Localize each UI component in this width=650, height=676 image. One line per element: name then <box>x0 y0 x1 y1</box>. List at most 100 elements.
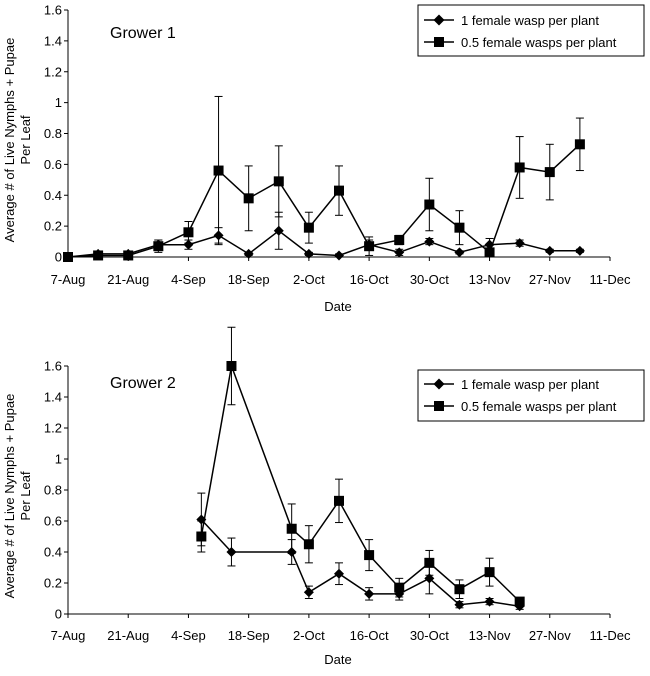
data-point-square <box>454 584 465 595</box>
data-point-square <box>544 167 555 178</box>
series-1 <box>196 492 525 612</box>
x-tick-label: 11-Dec <box>590 628 631 643</box>
data-point-diamond <box>303 248 314 259</box>
data-point-square <box>123 250 134 261</box>
legend-label-series-2: 0.5 female wasps per plant <box>461 35 617 50</box>
data-point-square <box>213 165 224 176</box>
series-line <box>67 143 581 258</box>
y-tick-label: 1.4 <box>44 390 62 405</box>
data-point-square <box>196 531 207 542</box>
data-point-diamond <box>484 596 495 607</box>
data-point-square <box>364 550 375 561</box>
y-tick-label: 1.6 <box>44 3 62 18</box>
y-axis: 0 0.2 0.4 0.6 0.8 1 1.2 1.4 1.6 <box>44 359 69 622</box>
y-tick-label: 0.2 <box>44 219 62 234</box>
series-1 <box>63 211 585 262</box>
data-point-diamond <box>273 225 284 236</box>
x-axis: 7-Aug 21-Aug 4-Sep 18-Sep 2-Oct 16-Oct 30-Oct 1… <box>51 256 631 287</box>
data-point-square <box>394 582 405 593</box>
y-axis-title-line-2: Per Leaf <box>18 115 33 165</box>
data-point-diamond <box>394 247 405 258</box>
x-axis: 7-Aug 21-Aug 4-Sep 18-Sep 2-Oct 16-Oct 30-Oct 1… <box>51 613 631 643</box>
x-tick-label: 27-Nov <box>529 272 571 287</box>
x-axis-title: Date <box>324 299 351 314</box>
series-layer <box>63 95 585 262</box>
x-tick-label: 27-Nov <box>529 628 571 643</box>
data-point-square <box>63 252 73 262</box>
y-tick-label: 0.6 <box>44 514 62 529</box>
y-tick-label: 0.4 <box>44 188 62 203</box>
data-point-square <box>514 596 525 607</box>
legend-label-series-1: 1 female wasp per plant <box>461 13 599 28</box>
y-tick-label: 1.6 <box>44 359 62 374</box>
x-tick-label: 30-Oct <box>410 628 449 643</box>
chart-grower-2: Grower 2 Average # of Live Nymphs + Pupa… <box>2 326 645 667</box>
data-point-diamond <box>226 547 237 557</box>
x-tick-label: 16-Oct <box>350 628 389 643</box>
data-point-diamond <box>334 568 344 579</box>
data-point-square <box>183 227 194 238</box>
legend-box <box>417 369 645 422</box>
data-point-square <box>424 199 435 210</box>
y-tick-label: 0.8 <box>44 126 62 141</box>
series-2 <box>196 326 525 607</box>
data-point-diamond <box>303 587 314 598</box>
data-point-diamond <box>243 248 254 259</box>
x-tick-label: 13-Nov <box>469 628 511 643</box>
legend: 1 female wasp per plant 0.5 female wasps… <box>417 4 645 57</box>
chart-title: Grower 1 <box>110 25 176 42</box>
data-point-square <box>226 361 237 371</box>
y-axis-title-line-2: Per Leaf <box>18 471 33 521</box>
data-point-square <box>484 247 495 258</box>
data-point-square <box>574 139 585 150</box>
data-point-square <box>303 539 314 550</box>
y-tick-label: 1.2 <box>44 421 62 436</box>
data-point-diamond <box>334 250 344 261</box>
data-point-diamond <box>183 239 194 250</box>
data-point-square <box>93 250 104 261</box>
data-point-square <box>364 241 375 252</box>
legend-square-icon <box>434 37 444 47</box>
legend-box <box>417 4 645 57</box>
data-point-diamond <box>514 238 525 249</box>
x-tick-label: 13-Nov <box>469 272 511 287</box>
data-point-square <box>334 495 344 506</box>
data-point-diamond <box>544 245 555 256</box>
legend-label-series-1: 1 female wasp per plant <box>461 377 599 392</box>
data-point-square <box>286 523 297 534</box>
legend: 1 female wasp per plant 0.5 female wasps… <box>417 369 645 422</box>
y-tick-label: 0.8 <box>44 483 62 498</box>
series-line <box>200 518 520 608</box>
y-tick-label: 0 <box>55 250 62 265</box>
data-point-diamond <box>364 588 375 599</box>
y-tick-label: 0.4 <box>44 545 62 560</box>
data-point-diamond <box>574 245 585 256</box>
data-point-square <box>334 185 344 196</box>
legend-label-series-2: 0.5 female wasps per plant <box>461 399 617 414</box>
y-tick-label: 1 <box>55 95 62 110</box>
x-tick-label: 18-Sep <box>228 628 270 643</box>
x-tick-label: 2-Oct <box>293 628 325 643</box>
chart-grower-1: Grower 1 Average # of Live Nymphs + Pupa… <box>2 3 645 314</box>
x-tick-label: 30-Oct <box>410 272 449 287</box>
x-tick-label: 16-Oct <box>350 272 389 287</box>
y-axis-title-line-1: Average # of Live Nymphs + Pupae <box>2 394 17 599</box>
y-tick-label: 0.2 <box>44 576 62 591</box>
y-tick-label: 1.2 <box>44 64 62 79</box>
y-tick-label: 0 <box>55 607 62 622</box>
x-tick-label: 7-Aug <box>51 628 86 643</box>
data-point-square <box>514 162 525 173</box>
x-tick-label: 21-Aug <box>107 272 149 287</box>
y-tick-label: 1.4 <box>44 33 62 48</box>
data-point-diamond <box>454 247 465 258</box>
data-point-square <box>153 241 164 252</box>
data-point-diamond <box>454 599 465 610</box>
series-layer <box>196 326 525 612</box>
legend-diamond-icon <box>433 14 445 26</box>
x-tick-label: 7-Aug <box>51 272 86 287</box>
data-point-square <box>454 222 465 233</box>
y-axis-title-line-1: Average # of Live Nymphs + Pupae <box>2 38 17 243</box>
y-tick-label: 0.6 <box>44 157 62 172</box>
